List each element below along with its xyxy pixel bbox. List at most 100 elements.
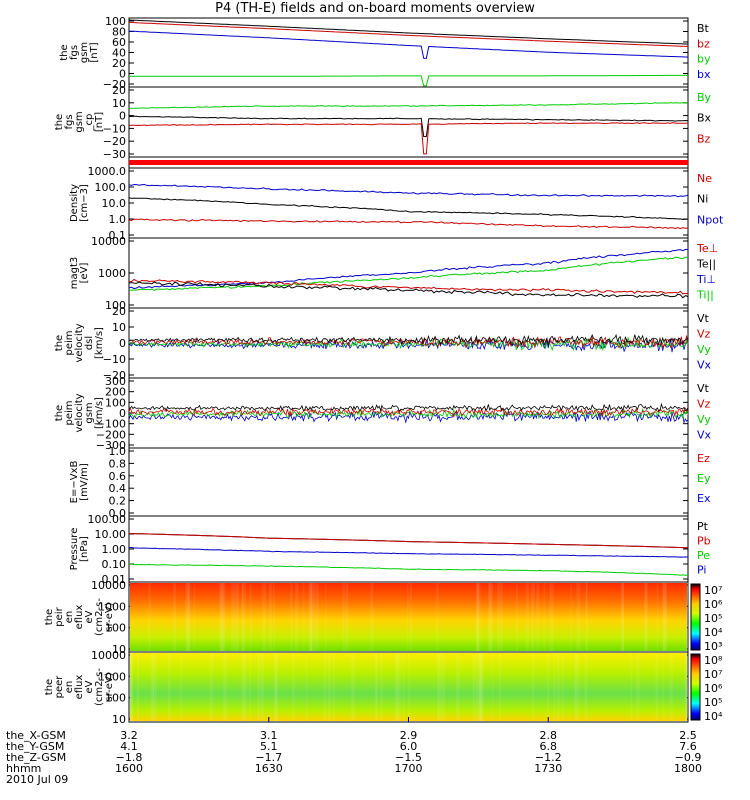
- spectrogram-texture: [129, 653, 133, 721]
- ylabel-peer: sr-eV): [104, 672, 115, 701]
- spectrogram-texture: [249, 653, 251, 721]
- ylabel-efield: [mV/m]: [79, 463, 90, 501]
- spectrogram-texture: [185, 583, 189, 651]
- series-By: [129, 102, 689, 109]
- legend-fgs_total-bx: bx: [697, 68, 711, 81]
- spectrogram-texture: [223, 653, 228, 721]
- legend-pressure-Pi: Pi: [697, 564, 706, 577]
- colorbar-peer: [690, 653, 701, 721]
- x-row-value: 7.6: [679, 740, 697, 753]
- x-row-value: 5.1: [260, 740, 278, 753]
- ylabel-peer: (cm2-s-: [94, 668, 105, 706]
- x-row-value: 6.8: [540, 740, 558, 753]
- series-Te⊥: [128, 278, 689, 295]
- series-Pe: [129, 563, 688, 576]
- tick-label-fgs_total: 80: [112, 26, 126, 39]
- legend-efield-Ez: Ez: [697, 452, 710, 465]
- spectrogram-texture: [308, 583, 312, 651]
- x-row-value: 1630: [255, 762, 283, 775]
- spectrogram-texture: [231, 583, 235, 651]
- ylabel-fgs_total: [nT]: [89, 42, 100, 62]
- series-Ti⊥: [128, 248, 689, 290]
- spectrogram-texture: [273, 583, 275, 651]
- spectrogram-texture: [310, 583, 313, 651]
- x-row-value: 1700: [395, 762, 423, 775]
- legend-peim_dsl-Vy: Vy: [697, 343, 711, 356]
- spectrogram-texture: [241, 583, 244, 651]
- spectrogram-texture: [585, 583, 588, 651]
- x-row-value: −1.5: [395, 751, 422, 764]
- series-Pb: [128, 533, 689, 549]
- page-title: P4 (TH-E) fields and on-board moments ov…: [215, 1, 535, 16]
- ylabel-peim_dsl: peim: [64, 330, 75, 355]
- tick-label-peim_dsl: 10: [112, 321, 126, 334]
- spectrogram-texture: [578, 653, 581, 721]
- spectrogram-texture: [408, 653, 410, 721]
- series-Npot: [128, 183, 689, 198]
- tick-label-density: 10.0: [102, 197, 127, 210]
- spectrogram-texture: [193, 583, 195, 651]
- spectrogram-texture: [536, 583, 540, 651]
- ylabel-peer: eflux: [74, 675, 85, 700]
- spectrogram-texture: [455, 653, 460, 721]
- series-Vt: [128, 402, 689, 413]
- ylabel-peim_dsl: the: [54, 335, 65, 351]
- spectrogram-texture: [620, 583, 624, 651]
- panel-frame-density: [128, 167, 689, 239]
- spectrogram-texture: [476, 653, 479, 721]
- spectrogram-texture: [325, 583, 327, 651]
- ylabel-peim_gsm: gsm: [84, 402, 95, 423]
- series-Bx: [128, 115, 689, 138]
- ylabel-fgs_xyz: [nT]: [94, 112, 105, 132]
- x-row-value: 2.5: [679, 729, 697, 742]
- tick-label-fgs_xyz: −30: [103, 148, 126, 161]
- spectrogram-texture: [130, 653, 132, 721]
- spectrogram-texture: [438, 653, 441, 721]
- x-row-value: −1.7: [255, 751, 282, 764]
- legend-fgs_total-Bt: Bt: [697, 22, 710, 35]
- spectrogram-texture: [553, 653, 556, 721]
- x-row-value: −1.8: [116, 751, 143, 764]
- ylabel-temperature: magt3: [69, 257, 80, 290]
- tick-label-peim_dsl: 20: [112, 305, 126, 318]
- spectrogram-texture: [476, 583, 480, 651]
- panel-frame-fgs_xyz: [128, 86, 689, 158]
- spectrogram-texture: [492, 653, 494, 721]
- legend-pressure-Pb: Pb: [697, 535, 711, 548]
- spectrogram-texture: [575, 653, 577, 721]
- tick-label-peim_gsm: −200: [96, 428, 126, 441]
- ylabel-density: Density: [69, 184, 80, 222]
- ylabel-peim_gsm: peim: [64, 400, 75, 425]
- spectrogram-texture: [327, 653, 331, 721]
- spectrogram-texture: [584, 653, 588, 721]
- ylabel-pressure: Pressure: [69, 528, 80, 571]
- spectrogram-texture: [249, 583, 252, 651]
- spectrogram-texture: [375, 653, 377, 721]
- tick-label-fgs_total: 40: [112, 47, 126, 60]
- tick-label-fgs_total: −20: [103, 78, 126, 91]
- spectrogram-texture: [148, 583, 151, 651]
- tick-label-efield: 0.0: [109, 507, 127, 520]
- tick-label-density: 0.1: [109, 229, 127, 242]
- spectrogram-texture: [489, 583, 492, 651]
- ylabel-peir: peir: [54, 606, 65, 626]
- series-Ni: [128, 197, 689, 221]
- spectrogram-texture: [441, 653, 445, 721]
- tick-label-temperature: 1000: [98, 267, 126, 280]
- ylabel-peim_gsm: velocity: [74, 393, 85, 432]
- tick-label-peer: 100: [105, 692, 126, 705]
- ylabel-fgs_total: gsm: [79, 42, 90, 63]
- spectrogram-texture: [499, 653, 502, 721]
- legend-density-Ni: Ni: [697, 193, 708, 206]
- x-row-value: 3.1: [260, 729, 278, 742]
- spectrogram-texture: [129, 653, 133, 721]
- ylabel-fgs_total: fgs: [69, 45, 80, 60]
- x-row-label: the_X-GSM: [6, 729, 66, 742]
- legend-peim_gsm-Vy: Vy: [697, 413, 711, 426]
- spectrogram-texture: [500, 583, 503, 651]
- spectrogram-texture: [662, 583, 667, 651]
- spectrogram-texture: [532, 653, 535, 721]
- ylabel-fgs_xyz: gsm: [74, 111, 85, 132]
- ylabel-fgs_xyz: _cp: [84, 114, 95, 132]
